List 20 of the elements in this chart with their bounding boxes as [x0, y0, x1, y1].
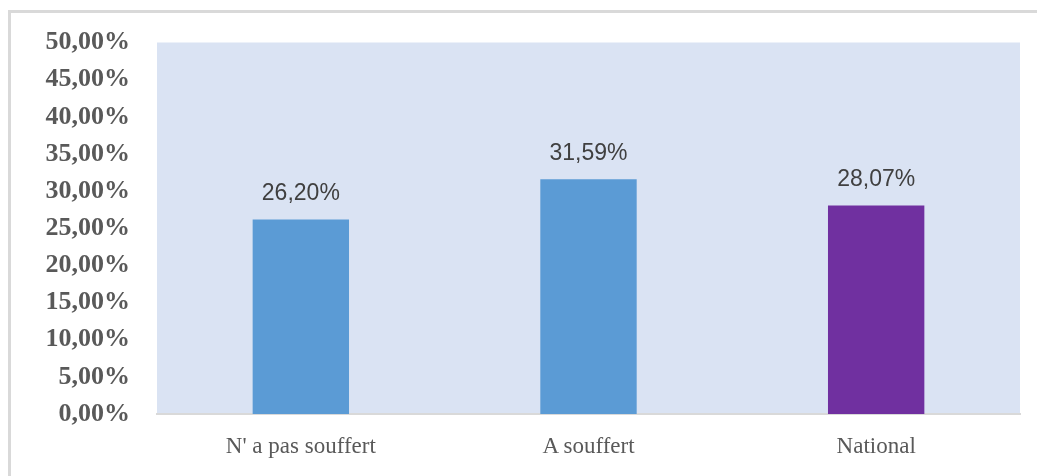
y-tick-label: 40,00%: [45, 100, 130, 130]
y-tick-label: 5,00%: [58, 360, 130, 390]
y-tick-label: 30,00%: [45, 174, 130, 204]
bar: [827, 205, 925, 414]
x-tick-label: A souffert: [542, 432, 636, 458]
y-tick-label: 35,00%: [45, 137, 130, 167]
y-tick-label: 10,00%: [45, 323, 130, 353]
y-tick-label: 15,00%: [45, 286, 130, 316]
x-tick-label: N' a pas souffert: [225, 432, 377, 458]
bar: [252, 219, 350, 414]
y-tick-label: 45,00%: [45, 63, 130, 93]
y-tick-label: 50,00%: [45, 26, 130, 56]
y-tick-label: 0,00%: [58, 397, 130, 427]
data-label: 28,07%: [837, 165, 916, 192]
data-label: 26,20%: [261, 179, 340, 206]
bar: [540, 179, 637, 414]
x-tick-label: National: [836, 432, 916, 458]
y-tick-label: 25,00%: [45, 212, 130, 242]
y-tick-label: 20,00%: [45, 249, 130, 279]
data-label: 31,59%: [549, 139, 628, 166]
